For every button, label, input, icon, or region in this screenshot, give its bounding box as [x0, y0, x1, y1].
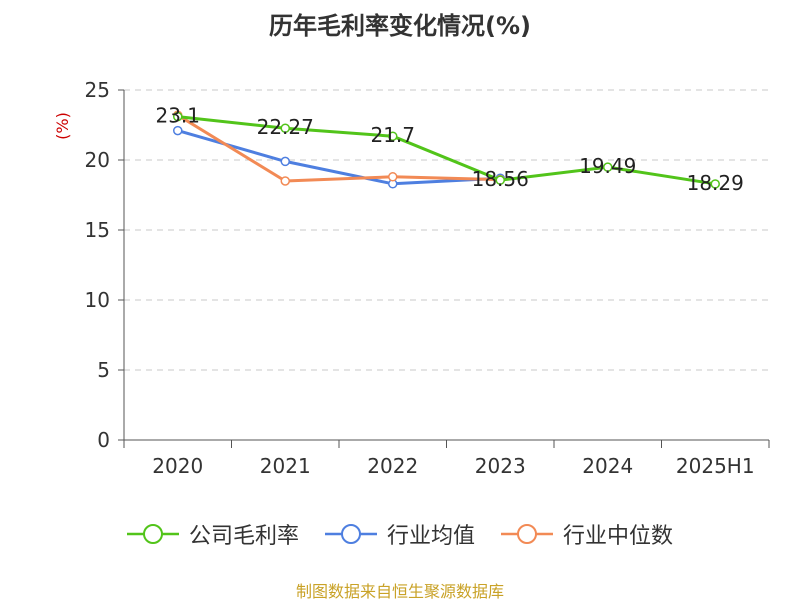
- data-label: 23.1: [155, 104, 200, 128]
- legend-label: 行业均值: [386, 524, 475, 549]
- data-point: [388, 131, 398, 141]
- data-point: [710, 179, 720, 189]
- legend: 公司毛利率 行业均值 行业中位数: [0, 518, 800, 550]
- data-label: 19.49: [579, 154, 636, 178]
- x-tick-label: 2020: [152, 454, 203, 478]
- data-label: 18.56: [472, 167, 529, 191]
- y-tick-label: 0: [97, 428, 110, 452]
- chart-title: 历年毛利率变化情况(%): [269, 12, 531, 40]
- x-tick-label: 2021: [260, 454, 311, 478]
- legend-marker-icon: [126, 524, 179, 544]
- legend-marker-icon: [501, 524, 553, 544]
- y-tick-label: 15: [85, 218, 110, 242]
- data-point: [495, 175, 505, 185]
- series-line: [177, 115, 716, 186]
- x-tick-label: 2025H1: [676, 454, 755, 478]
- y-tick-label: 20: [85, 148, 110, 172]
- data-point: [280, 176, 290, 186]
- data-point: [280, 123, 290, 133]
- data-point: [173, 111, 183, 122]
- x-tick-label: 2024: [582, 454, 633, 478]
- series-line: [176, 113, 501, 183]
- y-tick-label: 10: [85, 288, 110, 312]
- y-tick-label: 5: [97, 358, 110, 382]
- data-point: [603, 162, 613, 172]
- x-tick-label: 2023: [475, 454, 526, 478]
- data-point: [173, 125, 183, 136]
- data-point: [280, 156, 290, 167]
- legend-label: 公司毛利率: [188, 524, 299, 549]
- legend-marker-icon: [324, 524, 377, 544]
- legend-label: 行业中位数: [563, 524, 674, 549]
- data-label: 18.29: [687, 171, 744, 195]
- y-tick-label: 25: [85, 78, 110, 102]
- source-note: 制图数据来自恒生聚源数据库: [295, 582, 504, 601]
- data-label: 21.7: [370, 123, 415, 147]
- y-axis-label: (%): [53, 112, 72, 140]
- data-point: [388, 172, 398, 182]
- legend-item[interactable]: 行业中位数: [501, 518, 673, 550]
- legend-item[interactable]: 行业均值: [324, 518, 475, 550]
- legend-item[interactable]: 公司毛利率: [126, 518, 299, 550]
- series-line: [177, 129, 501, 186]
- x-tick-label: 2022: [367, 454, 418, 478]
- data-label: 22.27: [257, 115, 314, 139]
